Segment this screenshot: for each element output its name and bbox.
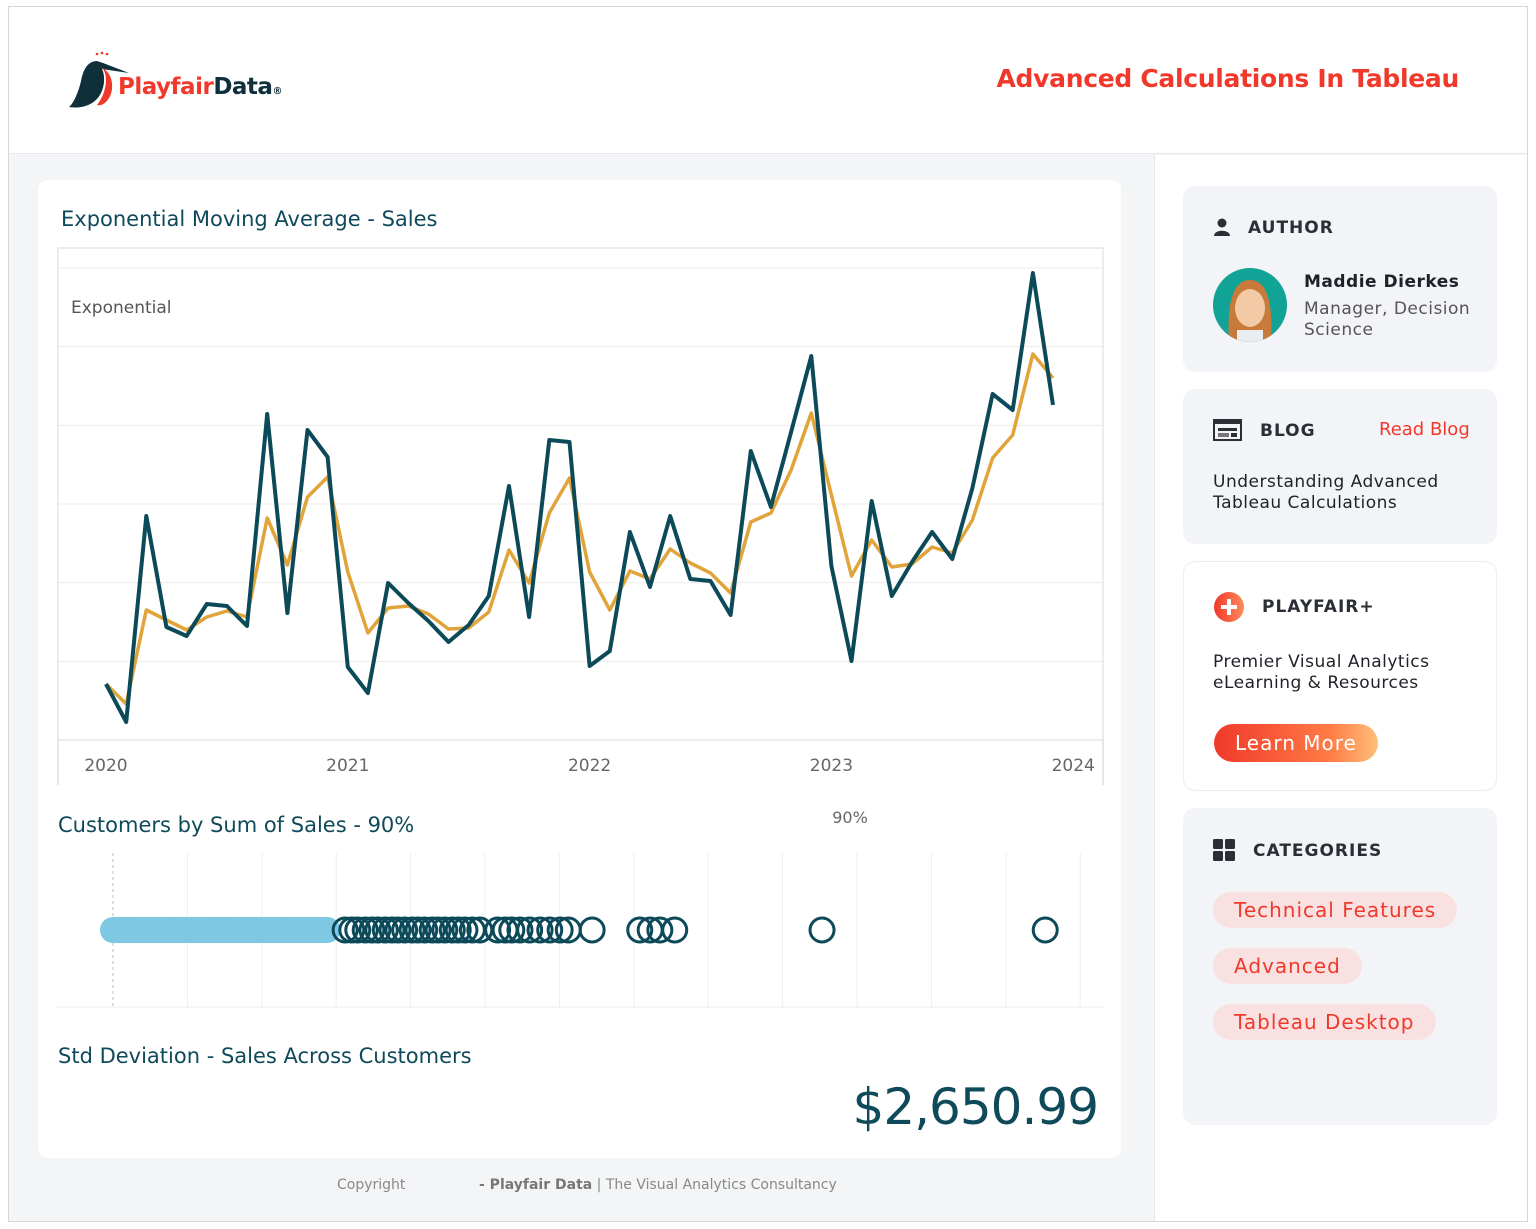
plot-border bbox=[57, 247, 1104, 741]
customer-dot bbox=[451, 916, 479, 944]
pane-label: Exponential bbox=[71, 298, 172, 318]
series-line-exponential bbox=[104, 352, 1055, 706]
blog-icon bbox=[1213, 419, 1242, 441]
read-blog-link[interactable]: Read Blog bbox=[1379, 419, 1470, 440]
customer-dot bbox=[1031, 916, 1059, 944]
customer-dot bbox=[344, 916, 372, 944]
page-title: Advanced Calculations In Tableau bbox=[996, 64, 1460, 93]
x-tick-label: 2023 bbox=[810, 756, 853, 776]
ema-line-chart: Exponential 2020 2021 2022 2023 2024 bbox=[57, 247, 1104, 785]
customer-dot bbox=[646, 916, 674, 944]
author-heading: AUTHOR bbox=[1248, 218, 1334, 238]
blog-title[interactable]: Understanding Advanced Tableau Calculatio… bbox=[1213, 472, 1439, 513]
customer-dot bbox=[516, 916, 544, 944]
reference-label: 90% bbox=[832, 808, 868, 827]
main-panel bbox=[38, 180, 1121, 1158]
playfair-heading: PLAYFAIR+ bbox=[1262, 597, 1375, 617]
customer-dot bbox=[808, 916, 836, 944]
author-card: AUTHOR Maddie Dierkes Manager, Decision S… bbox=[1183, 186, 1497, 372]
author-role: Manager, Decision Science bbox=[1304, 299, 1471, 340]
series-line-sales bbox=[104, 271, 1055, 724]
customer-dot bbox=[578, 916, 606, 944]
user-icon bbox=[1214, 218, 1230, 236]
playfair-plus-card: PLAYFAIR+ Premier Visual Analytics eLearn… bbox=[1183, 561, 1497, 791]
customer-dot bbox=[661, 916, 689, 944]
customer-dot bbox=[526, 916, 554, 944]
x-tick-label: 2024 bbox=[1052, 756, 1095, 776]
plus-circle-icon bbox=[1214, 592, 1244, 622]
category-tableau-desktop[interactable]: Tableau Desktop bbox=[1213, 1004, 1436, 1040]
customer-dot bbox=[431, 916, 459, 944]
customer-dot bbox=[498, 916, 526, 944]
grid-icon bbox=[1213, 839, 1235, 861]
footer-brand[interactable]: - Playfair Data bbox=[479, 1177, 593, 1193]
customer-dot bbox=[411, 916, 439, 944]
category-technical-features[interactable]: Technical Features bbox=[1213, 892, 1458, 928]
customer-dot bbox=[444, 916, 472, 944]
blog-heading: BLOG bbox=[1260, 421, 1316, 441]
customer-dot-plot: 90% bbox=[55, 808, 1105, 1008]
dot-plot-title: Customers by Sum of Sales - 90% bbox=[58, 813, 415, 837]
customer-dot bbox=[364, 916, 392, 944]
customer-dot bbox=[484, 916, 512, 944]
categories-heading: CATEGORIES bbox=[1253, 841, 1383, 861]
stddev-value: $2,650.99 bbox=[852, 1078, 1099, 1136]
customer-dot bbox=[331, 916, 359, 944]
customer-dot bbox=[371, 916, 399, 944]
customer-dot bbox=[384, 916, 412, 944]
logo-text: PlayfairData® bbox=[118, 74, 282, 100]
blog-card: BLOG Read Blog Understanding Advanced Tab… bbox=[1183, 389, 1497, 544]
x-tick-label: 2021 bbox=[326, 756, 369, 776]
footer-tagline: | The Visual Analytics Consultancy bbox=[596, 1177, 837, 1193]
footer-copyright: Copyright bbox=[337, 1177, 406, 1193]
customer-dot bbox=[351, 916, 379, 944]
customer-dot bbox=[506, 916, 534, 944]
header: PlayfairData® Advanced Calculations In T… bbox=[9, 7, 1527, 154]
customer-dot bbox=[391, 916, 419, 944]
customer-dot bbox=[424, 916, 452, 944]
customer-dot bbox=[536, 916, 564, 944]
category-advanced[interactable]: Advanced bbox=[1213, 948, 1362, 984]
customer-dot bbox=[626, 916, 654, 944]
playfair-description: Premier Visual Analytics eLearning & Reso… bbox=[1213, 652, 1430, 693]
author-name[interactable]: Maddie Dierkes bbox=[1304, 272, 1460, 292]
categories-card: CATEGORIES Technical Features Advanced T… bbox=[1183, 808, 1497, 1125]
kingfisher-logo-icon[interactable] bbox=[67, 49, 137, 114]
customer-dot bbox=[404, 916, 432, 944]
author-avatar[interactable] bbox=[1213, 268, 1287, 342]
ema-chart-title: Exponential Moving Average - Sales bbox=[61, 207, 438, 231]
x-tick-label: 2022 bbox=[568, 756, 611, 776]
customer-dot bbox=[546, 916, 574, 944]
learn-more-button[interactable]: Learn More bbox=[1214, 724, 1378, 762]
stddev-title: Std Deviation - Sales Across Customers bbox=[58, 1044, 472, 1068]
x-tick-label: 2020 bbox=[84, 756, 127, 776]
